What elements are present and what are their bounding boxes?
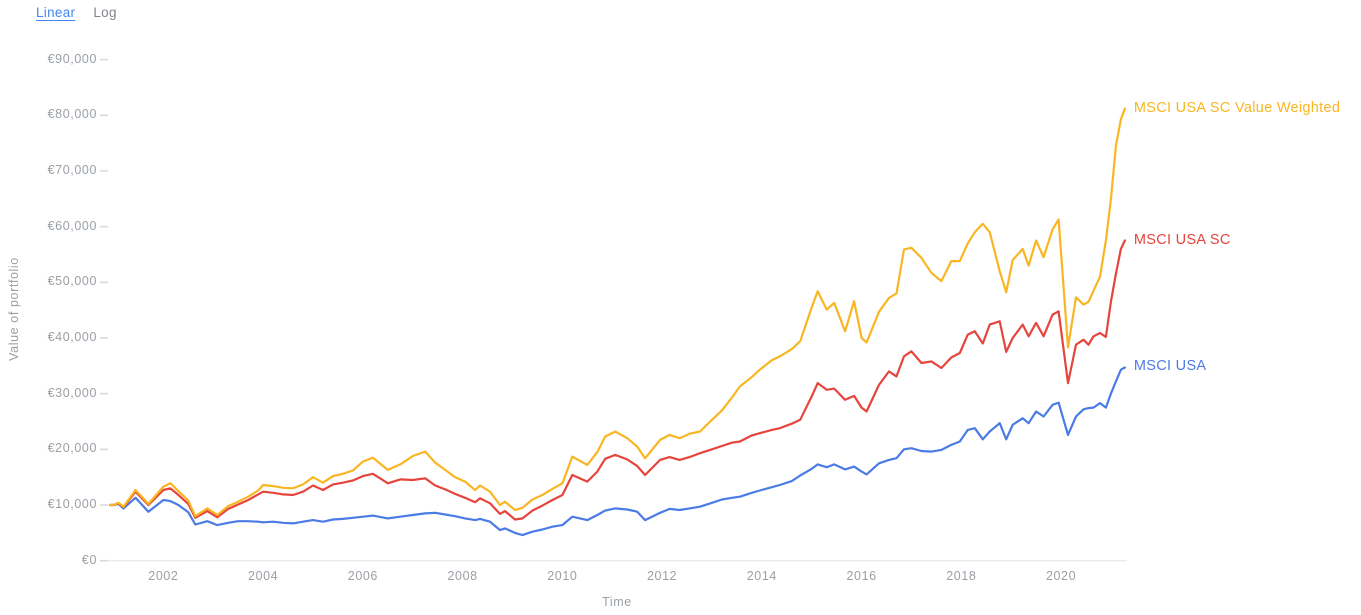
x-tick-label: 2016	[846, 569, 877, 583]
y-tick-label: €20,000	[47, 441, 97, 456]
y-tick-label: €10,000	[47, 497, 97, 512]
y-tick-label: €50,000	[47, 274, 97, 289]
y-tick-label: €70,000	[47, 162, 97, 177]
y-tick-label: €60,000	[47, 218, 97, 233]
linear-scale-toggle[interactable]: Linear	[36, 5, 76, 20]
y-tick-label: €40,000	[47, 329, 97, 344]
y-tick-label: €30,000	[47, 385, 97, 400]
y-tick-label: €90,000	[47, 51, 97, 66]
x-tick-label: 2006	[347, 569, 378, 583]
series-label-msci-usa-sc-value-weighted: MSCI USA SC Value Weighted	[1133, 99, 1341, 116]
line-msci-usa	[108, 366, 1126, 537]
y-tick-label: €0	[81, 552, 97, 567]
log-scale-toggle[interactable]: Log	[93, 5, 117, 20]
x-tick-label: 2020	[1045, 569, 1077, 583]
x-tick-label: 2008	[447, 569, 478, 583]
x-axis-title: Time	[602, 595, 632, 609]
line-msci-usa-sc	[108, 239, 1126, 521]
y-axis-title: Value of portfolio	[7, 257, 21, 361]
x-tick-label: 2014	[746, 569, 777, 583]
series-label-msci-usa: MSCI USA	[1133, 358, 1207, 375]
x-tick-label: 2004	[248, 569, 279, 583]
x-tick-label: 2002	[148, 569, 179, 583]
scale-toggle: Linear Log	[36, 5, 117, 20]
line-msci-usa-sc-value-weighted	[108, 107, 1126, 518]
series-label-msci-usa-sc: MSCI USA SC	[1133, 231, 1231, 248]
x-tick-label: 2012	[646, 569, 678, 583]
x-tick-label: 2018	[946, 569, 977, 583]
y-tick-label: €80,000	[47, 107, 97, 122]
x-tick-label: 2010	[547, 569, 578, 583]
